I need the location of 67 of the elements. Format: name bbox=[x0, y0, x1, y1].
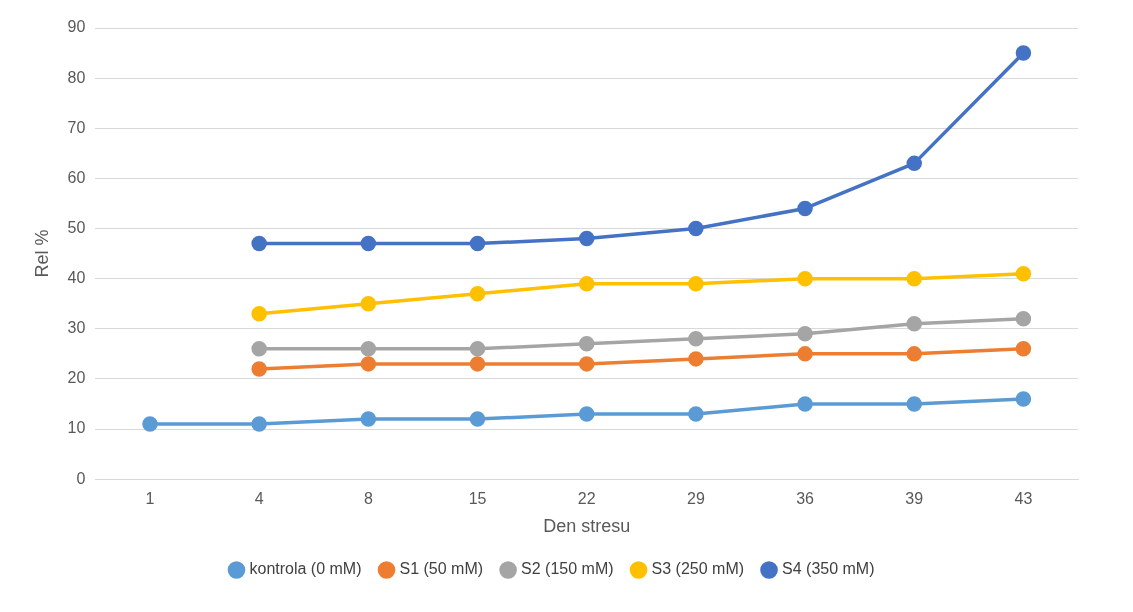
x-tick-label: 29 bbox=[686, 490, 705, 508]
y-tick-label: 0 bbox=[76, 469, 86, 487]
point bbox=[360, 295, 377, 312]
point bbox=[469, 341, 486, 357]
legend-label: kontrola (0 mM) bbox=[249, 560, 362, 578]
point bbox=[688, 406, 704, 422]
legend-label: S2 (150 mM) bbox=[521, 560, 614, 578]
x-tick-label: 15 bbox=[468, 490, 487, 508]
x-tick-label: 1 bbox=[145, 490, 155, 508]
point bbox=[360, 411, 377, 427]
y-tick-label: 50 bbox=[67, 218, 86, 236]
x-tick-label: 4 bbox=[254, 490, 264, 508]
point bbox=[906, 316, 922, 332]
y-tick-label: 40 bbox=[67, 269, 86, 287]
point bbox=[797, 200, 813, 217]
point bbox=[578, 356, 595, 372]
point bbox=[906, 270, 922, 287]
x-tick-label: 43 bbox=[1014, 490, 1033, 508]
x-axis-title: Den stresu bbox=[543, 516, 631, 537]
point bbox=[797, 270, 813, 287]
y-tick-label: 80 bbox=[67, 68, 86, 86]
point bbox=[688, 275, 704, 292]
point bbox=[1015, 311, 1032, 327]
y-tick-label: 90 bbox=[67, 18, 86, 36]
y-axis-title: Rel % bbox=[31, 229, 52, 278]
point bbox=[1015, 265, 1032, 282]
point bbox=[578, 336, 595, 352]
point bbox=[1015, 45, 1032, 61]
x-tick-label: 36 bbox=[796, 490, 815, 508]
y-tick-label: 20 bbox=[67, 369, 86, 387]
point bbox=[906, 396, 922, 412]
point bbox=[688, 331, 704, 347]
point bbox=[360, 235, 377, 252]
point bbox=[578, 275, 595, 292]
legend-label: S1 (50 mM) bbox=[399, 560, 484, 578]
point bbox=[251, 341, 267, 357]
point bbox=[251, 235, 267, 252]
point bbox=[906, 346, 922, 362]
point bbox=[688, 220, 704, 237]
y-tick-label: 10 bbox=[67, 419, 86, 437]
point bbox=[251, 416, 267, 432]
point bbox=[906, 155, 922, 172]
point bbox=[469, 411, 486, 427]
point bbox=[360, 356, 377, 372]
x-tick-label: 39 bbox=[905, 490, 924, 508]
point bbox=[469, 235, 486, 252]
point bbox=[1015, 391, 1032, 407]
point bbox=[1015, 341, 1032, 357]
point bbox=[797, 346, 813, 362]
legend-label: S3 (250 mM) bbox=[651, 560, 745, 578]
point bbox=[469, 285, 486, 302]
point bbox=[142, 416, 158, 432]
point bbox=[251, 306, 267, 322]
y-tick-label: 30 bbox=[67, 319, 86, 337]
point bbox=[469, 356, 486, 372]
point bbox=[251, 361, 267, 377]
point bbox=[578, 230, 595, 247]
point bbox=[797, 396, 813, 412]
point bbox=[578, 406, 595, 422]
point bbox=[688, 351, 704, 367]
y-tick-label: 60 bbox=[67, 168, 86, 186]
y-tick-label: 70 bbox=[67, 118, 86, 136]
point bbox=[797, 326, 813, 342]
point bbox=[360, 341, 377, 357]
legend-label: S4 (350 mM) bbox=[782, 560, 875, 578]
x-tick-label: 8 bbox=[363, 490, 373, 508]
x-tick-label: 22 bbox=[577, 490, 596, 508]
